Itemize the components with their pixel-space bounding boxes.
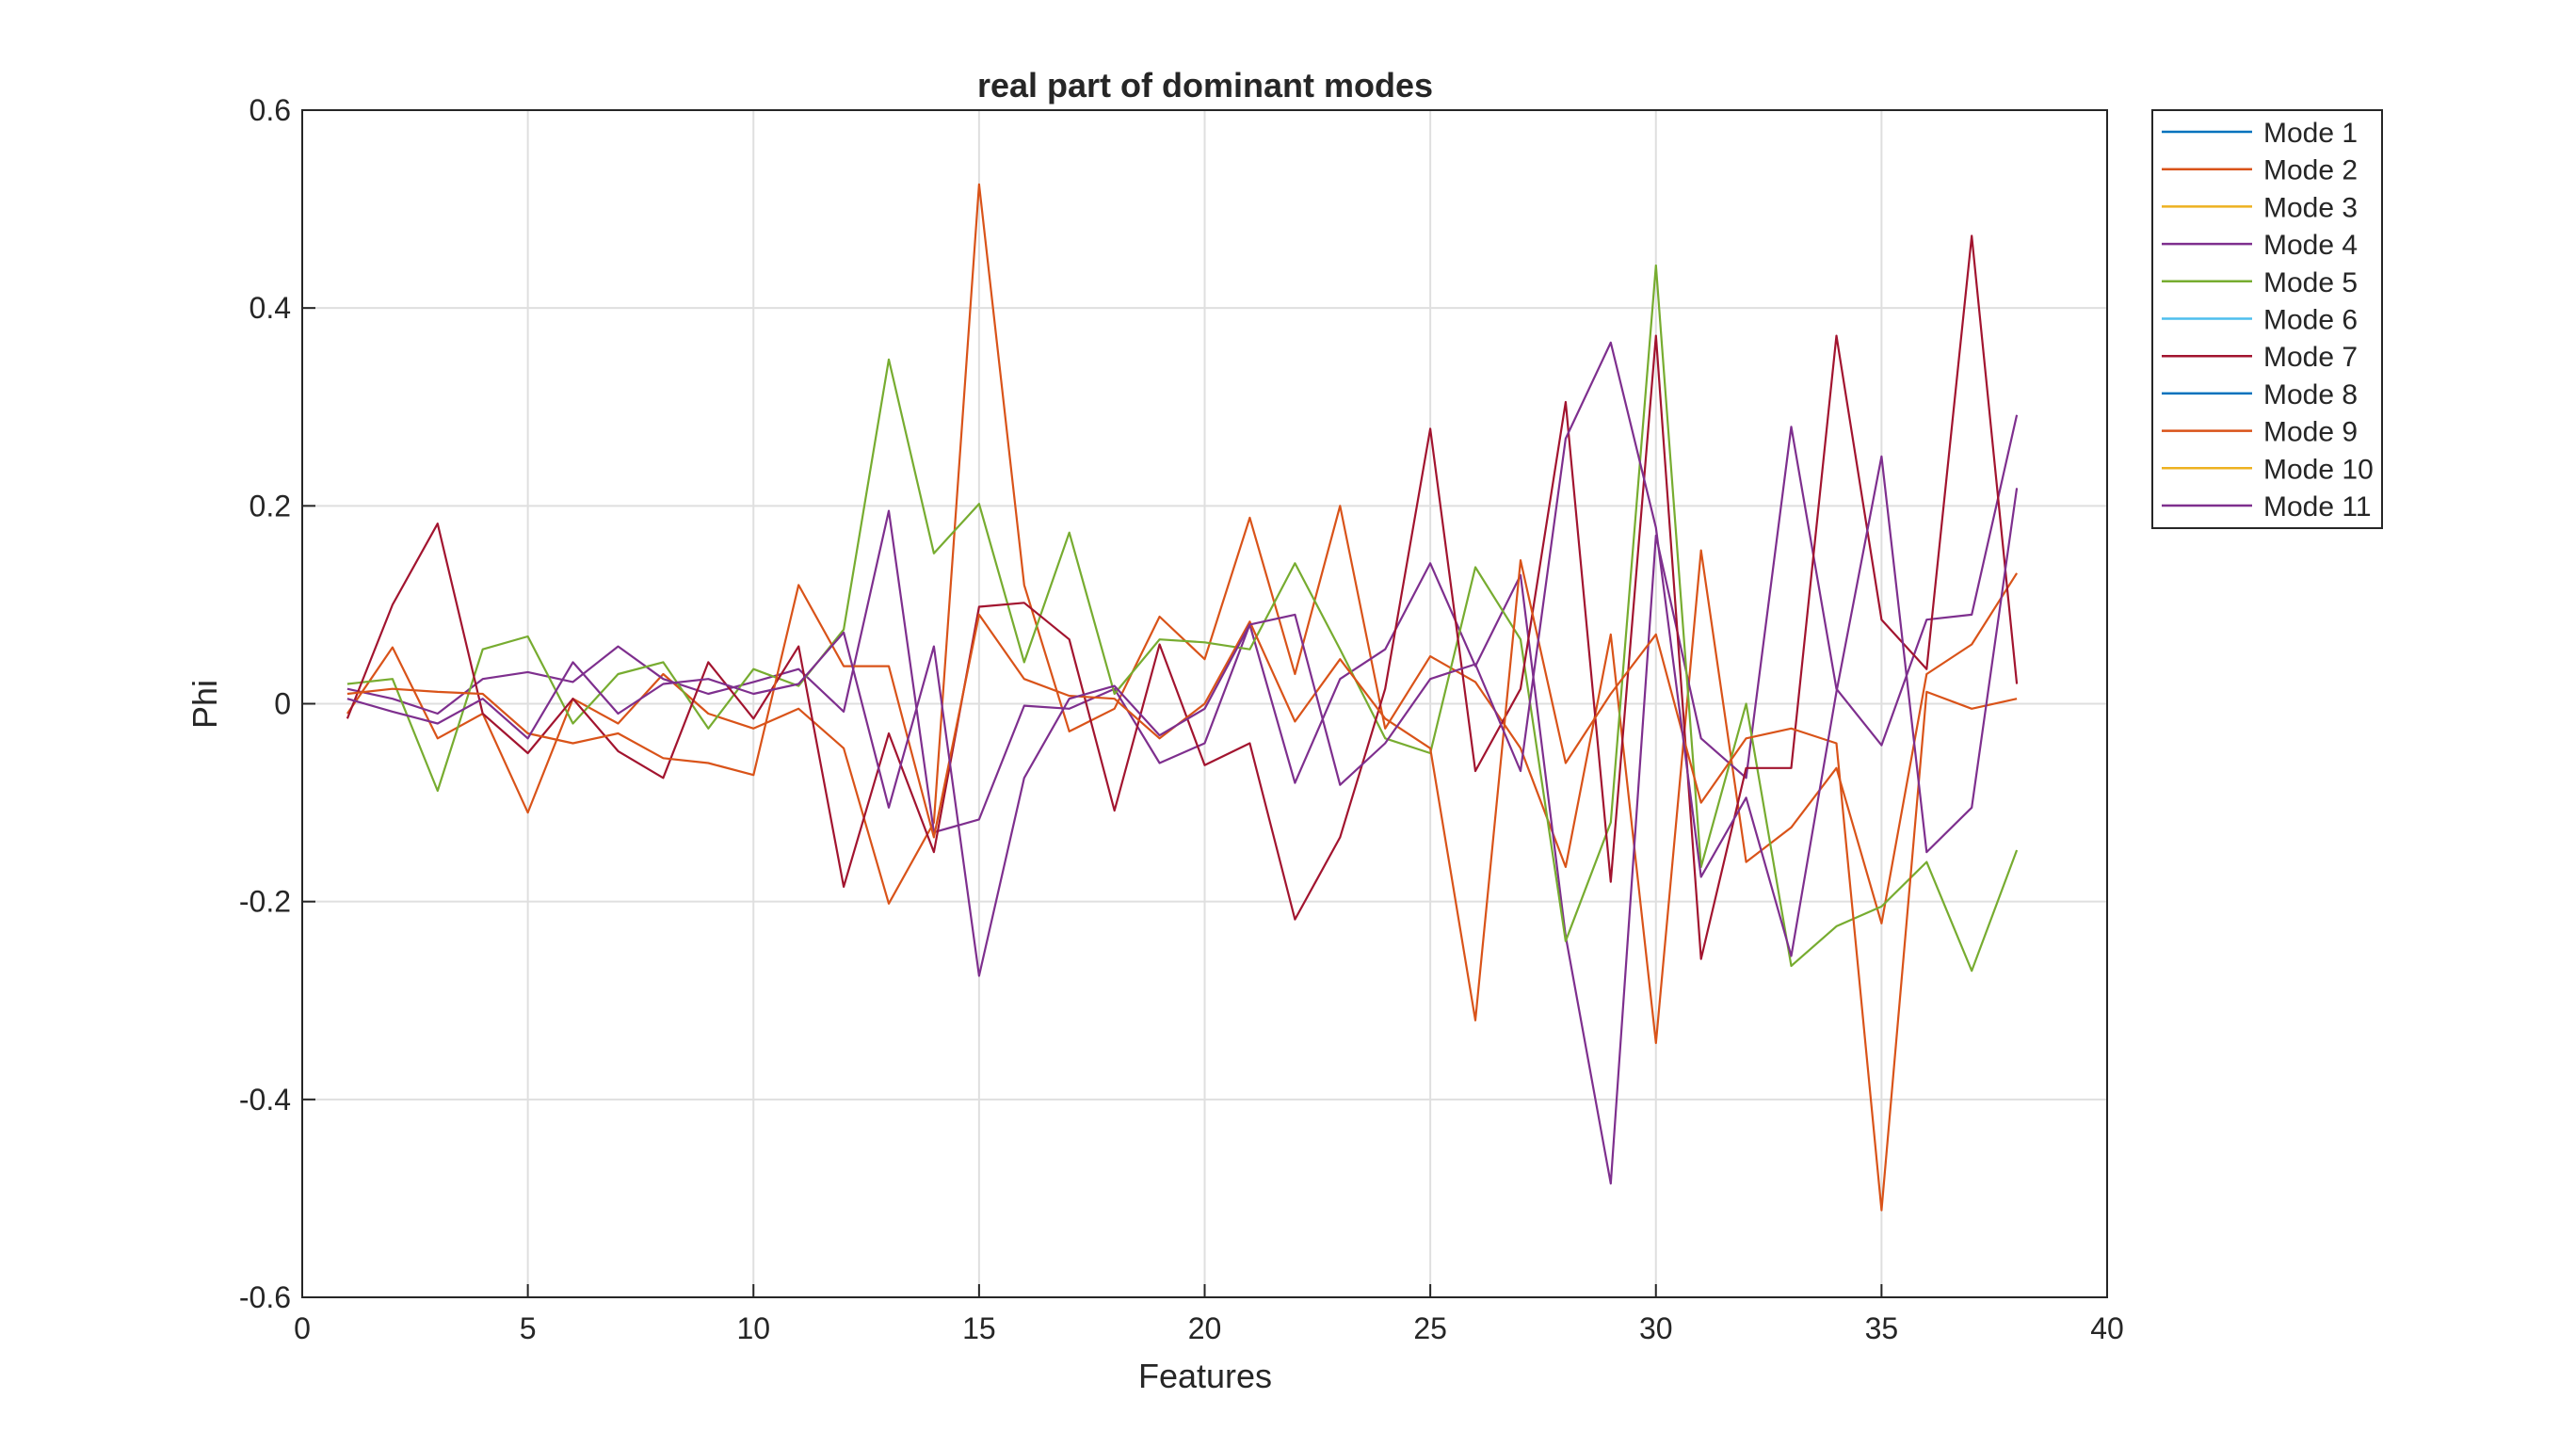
legend-label: Mode 4	[2263, 230, 2358, 261]
y-tick-label: -0.4	[239, 1083, 291, 1117]
legend-label: Mode 8	[2263, 379, 2358, 410]
legend-item[interactable]: Mode 7	[2162, 342, 2358, 373]
legend-label: Mode 6	[2263, 305, 2358, 336]
y-tick-label: -0.2	[239, 885, 291, 919]
legend-label: Mode 2	[2263, 155, 2358, 186]
x-tick-label: 10	[736, 1311, 770, 1345]
legend-item[interactable]: Mode 4	[2162, 230, 2358, 261]
legend-item[interactable]: Mode 9	[2162, 417, 2358, 448]
x-tick-label: 20	[1188, 1311, 1222, 1345]
series-line-mode-4	[346, 414, 2019, 1185]
legend-label: Mode 3	[2263, 192, 2358, 223]
x-tick-label: 35	[1865, 1311, 1899, 1345]
legend[interactable]: Mode 1 Mode 2 Mode 3 Mode 4 Mode 5 Mode 6 Mode…	[2151, 109, 2383, 529]
legend-item[interactable]: Mode 3	[2162, 192, 2358, 223]
y-axis-label: Phi	[185, 680, 224, 729]
x-tick-label: 5	[520, 1311, 537, 1345]
legend-label: Mode 10	[2263, 454, 2374, 485]
legend-item[interactable]: Mode 6	[2162, 305, 2358, 336]
x-tick-label: 15	[962, 1311, 996, 1345]
series-line-mode-7	[346, 234, 2019, 960]
legend-item[interactable]: Mode 2	[2162, 155, 2358, 186]
legend-label: Mode 7	[2263, 342, 2358, 373]
series-line-mode-11	[346, 341, 2019, 977]
chart-title: real part of dominant modes	[977, 66, 1433, 105]
x-tick-label: 0	[294, 1311, 311, 1345]
legend-label: Mode 11	[2263, 491, 2372, 523]
axis-ticks: 0 5 10 15 20 25 30 35 40 0.6 0.4 0.2 0 -0.2 -0.4 -0.6	[239, 93, 2124, 1345]
legend-label: Mode 1	[2263, 118, 2358, 149]
y-tick-label: 0.4	[250, 291, 291, 325]
legend-label: Mode 9	[2263, 417, 2358, 448]
x-axis-label: Features	[1138, 1357, 1272, 1395]
series-line-mode-5	[346, 264, 2019, 973]
y-tick-label: 0.6	[250, 93, 291, 127]
legend-item[interactable]: Mode 1	[2162, 118, 2358, 149]
y-tick-label: 0	[274, 687, 291, 721]
y-tick-label: -0.6	[239, 1280, 291, 1314]
legend-item[interactable]: Mode 8	[2162, 379, 2358, 410]
series-lines	[346, 183, 2019, 1212]
legend-label: Mode 5	[2263, 267, 2358, 298]
x-tick-label: 30	[1639, 1311, 1673, 1345]
x-tick-label: 25	[1413, 1311, 1447, 1345]
legend-item[interactable]: Mode 5	[2162, 267, 2358, 298]
legend-item[interactable]: Mode 11	[2162, 491, 2372, 523]
x-tick-label: 40	[2090, 1311, 2124, 1345]
y-tick-label: 0.2	[250, 489, 291, 523]
legend-item[interactable]: Mode 10	[2162, 454, 2374, 485]
